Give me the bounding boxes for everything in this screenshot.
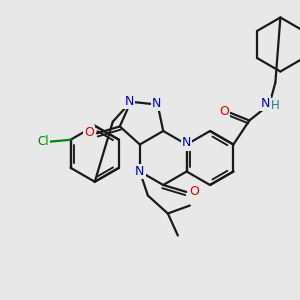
Text: O: O <box>189 185 199 198</box>
Text: N: N <box>124 95 134 108</box>
Text: O: O <box>84 126 94 139</box>
Text: N: N <box>182 136 191 149</box>
Text: H: H <box>271 99 280 112</box>
Text: N: N <box>135 165 145 178</box>
Text: O: O <box>219 105 229 118</box>
Text: N: N <box>260 97 270 110</box>
Text: N: N <box>152 97 161 110</box>
Text: Cl: Cl <box>37 135 49 148</box>
